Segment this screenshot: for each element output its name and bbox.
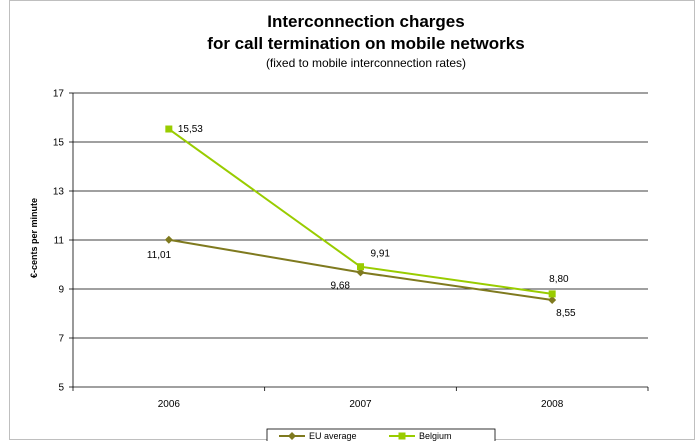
- point-1-1: [357, 263, 364, 271]
- chart-title-line1: Interconnection charges: [267, 12, 464, 31]
- legend-label-1: Belgium: [419, 431, 452, 441]
- gridlines: [73, 92, 648, 339]
- chart-title-line2: for call termination on mobile networks: [207, 34, 524, 53]
- data-label-1-2: 8,80: [549, 274, 569, 285]
- y-tick-label-13: 13: [53, 187, 65, 198]
- series-layer: 11,01 9,68 8,55 15,53 9,91 8,80: [147, 124, 576, 319]
- legend-box: [266, 428, 496, 441]
- series-eu-average: 11,01 9,68 8,55: [147, 235, 576, 319]
- point-1-2: [548, 290, 556, 298]
- data-label-0-0: 11,01: [147, 250, 172, 261]
- y-tick-label-7: 7: [58, 334, 64, 345]
- chart-subtitle: (fixed to mobile interconnection rates): [266, 56, 466, 70]
- x-tick-label-2006: 2006: [158, 399, 181, 410]
- y-tick-label-17: 17: [53, 89, 65, 100]
- point-1-0: [165, 125, 173, 133]
- axes: 5 7 9 11 13 15 17 2006 2007 2008: [53, 89, 649, 410]
- y-tick-label-9: 9: [58, 285, 64, 296]
- y-tick-label-5: 5: [58, 383, 64, 394]
- legend-marker-0: [288, 432, 296, 440]
- chart-frame: [9, 0, 695, 440]
- x-tick-label-2008: 2008: [541, 399, 564, 410]
- series-belgium: 15,53 9,91 8,80: [165, 124, 569, 298]
- y-tick-label-15: 15: [53, 138, 65, 149]
- legend-label-0: EU average: [309, 431, 357, 441]
- legend: EU average Belgium: [266, 428, 496, 441]
- data-label-1-1: 9,91: [371, 249, 391, 260]
- point-0-1: [356, 268, 365, 277]
- point-0-2: [548, 296, 557, 305]
- y-axis-label: €-cents per minute: [29, 198, 39, 278]
- x-tick-label-2007: 2007: [349, 399, 372, 410]
- y-tick-label-11: 11: [54, 236, 65, 247]
- legend-marker-1: [398, 432, 406, 440]
- data-label-0-1: 9,68: [331, 280, 351, 291]
- data-label-1-0: 15,53: [178, 124, 203, 135]
- data-label-0-2: 8,55: [556, 308, 576, 319]
- point-0-0: [164, 235, 173, 244]
